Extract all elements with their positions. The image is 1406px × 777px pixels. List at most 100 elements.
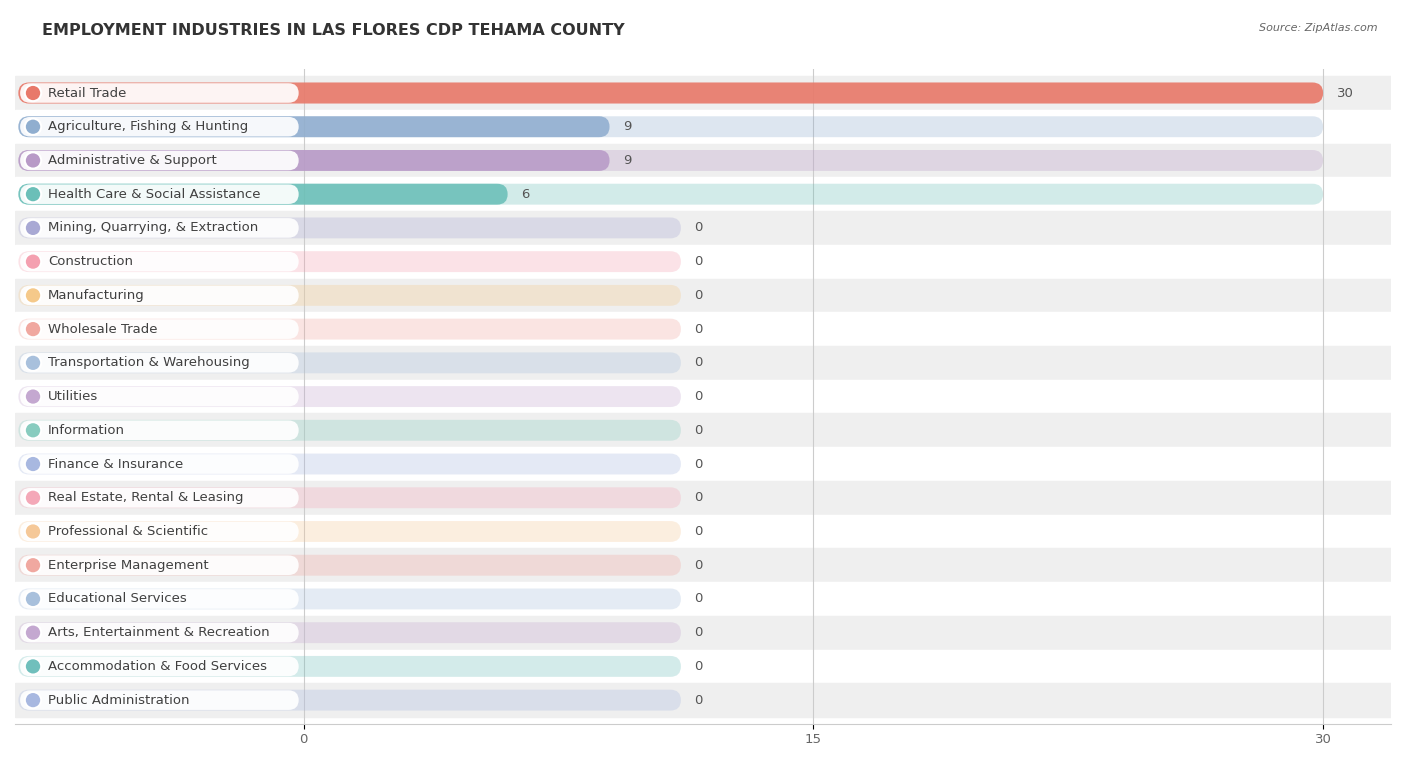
Text: 0: 0 — [695, 322, 703, 336]
Text: 0: 0 — [695, 423, 703, 437]
FancyBboxPatch shape — [20, 353, 298, 373]
Circle shape — [25, 557, 41, 573]
Circle shape — [25, 692, 41, 709]
FancyBboxPatch shape — [20, 556, 298, 575]
Text: 0: 0 — [695, 592, 703, 605]
Text: 0: 0 — [695, 390, 703, 403]
FancyBboxPatch shape — [18, 117, 610, 138]
FancyBboxPatch shape — [18, 319, 681, 340]
Text: 0: 0 — [695, 626, 703, 639]
FancyBboxPatch shape — [20, 117, 298, 137]
Text: 30: 30 — [1337, 86, 1354, 99]
FancyBboxPatch shape — [20, 657, 298, 676]
Bar — [15, 413, 1391, 447]
FancyBboxPatch shape — [20, 623, 298, 643]
FancyBboxPatch shape — [18, 82, 1323, 103]
FancyBboxPatch shape — [18, 251, 681, 272]
Bar — [15, 514, 1391, 549]
Text: 0: 0 — [695, 694, 703, 706]
Text: Construction: Construction — [48, 255, 134, 268]
FancyBboxPatch shape — [20, 488, 298, 507]
Text: Transportation & Warehousing: Transportation & Warehousing — [48, 357, 250, 369]
Text: Professional & Scientific: Professional & Scientific — [48, 525, 208, 538]
Circle shape — [25, 119, 41, 135]
FancyBboxPatch shape — [20, 184, 298, 204]
Circle shape — [25, 591, 41, 607]
Bar — [15, 245, 1391, 278]
Bar — [15, 549, 1391, 582]
Text: Real Estate, Rental & Leasing: Real Estate, Rental & Leasing — [48, 491, 243, 504]
Text: Utilities: Utilities — [48, 390, 98, 403]
FancyBboxPatch shape — [20, 151, 298, 170]
FancyBboxPatch shape — [18, 285, 681, 306]
Circle shape — [25, 152, 41, 169]
Text: 0: 0 — [695, 525, 703, 538]
Circle shape — [25, 422, 41, 438]
FancyBboxPatch shape — [20, 589, 298, 608]
Circle shape — [25, 321, 41, 337]
Circle shape — [25, 287, 41, 304]
Circle shape — [25, 220, 41, 236]
Text: Mining, Quarrying, & Extraction: Mining, Quarrying, & Extraction — [48, 221, 259, 235]
Text: Public Administration: Public Administration — [48, 694, 190, 706]
FancyBboxPatch shape — [18, 487, 681, 508]
Circle shape — [25, 253, 41, 270]
Circle shape — [25, 625, 41, 641]
FancyBboxPatch shape — [18, 183, 508, 204]
FancyBboxPatch shape — [18, 82, 1323, 103]
Bar — [15, 278, 1391, 312]
Text: EMPLOYMENT INDUSTRIES IN LAS FLORES CDP TEHAMA COUNTY: EMPLOYMENT INDUSTRIES IN LAS FLORES CDP … — [42, 23, 624, 38]
Text: 0: 0 — [695, 491, 703, 504]
Text: 0: 0 — [695, 357, 703, 369]
Bar — [15, 616, 1391, 650]
Bar — [15, 582, 1391, 616]
FancyBboxPatch shape — [18, 690, 681, 711]
Bar — [15, 346, 1391, 380]
FancyBboxPatch shape — [20, 286, 298, 305]
Text: Administrative & Support: Administrative & Support — [48, 154, 217, 167]
Text: Educational Services: Educational Services — [48, 592, 187, 605]
FancyBboxPatch shape — [20, 83, 298, 103]
Text: Manufacturing: Manufacturing — [48, 289, 145, 302]
Bar — [15, 144, 1391, 177]
FancyBboxPatch shape — [18, 555, 681, 576]
FancyBboxPatch shape — [18, 622, 681, 643]
Text: Accommodation & Food Services: Accommodation & Food Services — [48, 660, 267, 673]
FancyBboxPatch shape — [18, 454, 681, 475]
FancyBboxPatch shape — [18, 386, 681, 407]
Text: 0: 0 — [695, 458, 703, 471]
FancyBboxPatch shape — [18, 183, 1323, 204]
Bar — [15, 312, 1391, 346]
Bar — [15, 76, 1391, 110]
Bar — [15, 683, 1391, 717]
Text: Source: ZipAtlas.com: Source: ZipAtlas.com — [1260, 23, 1378, 33]
Circle shape — [25, 388, 41, 405]
Text: 9: 9 — [623, 154, 631, 167]
FancyBboxPatch shape — [18, 150, 1323, 171]
FancyBboxPatch shape — [20, 455, 298, 474]
FancyBboxPatch shape — [18, 218, 681, 239]
FancyBboxPatch shape — [20, 420, 298, 440]
Circle shape — [25, 186, 41, 202]
FancyBboxPatch shape — [20, 690, 298, 710]
Text: 0: 0 — [695, 221, 703, 235]
Bar — [15, 447, 1391, 481]
Text: Wholesale Trade: Wholesale Trade — [48, 322, 157, 336]
Text: 0: 0 — [695, 255, 703, 268]
Text: 6: 6 — [522, 188, 530, 200]
Text: Health Care & Social Assistance: Health Care & Social Assistance — [48, 188, 260, 200]
Bar — [15, 110, 1391, 144]
Bar — [15, 211, 1391, 245]
Bar — [15, 177, 1391, 211]
Circle shape — [25, 524, 41, 540]
Bar — [15, 650, 1391, 683]
Text: Arts, Entertainment & Recreation: Arts, Entertainment & Recreation — [48, 626, 270, 639]
Text: 0: 0 — [695, 559, 703, 572]
FancyBboxPatch shape — [18, 150, 610, 171]
Text: Agriculture, Fishing & Hunting: Agriculture, Fishing & Hunting — [48, 120, 249, 133]
FancyBboxPatch shape — [18, 353, 681, 373]
Circle shape — [25, 658, 41, 674]
Text: Retail Trade: Retail Trade — [48, 86, 127, 99]
FancyBboxPatch shape — [20, 319, 298, 339]
FancyBboxPatch shape — [20, 387, 298, 406]
